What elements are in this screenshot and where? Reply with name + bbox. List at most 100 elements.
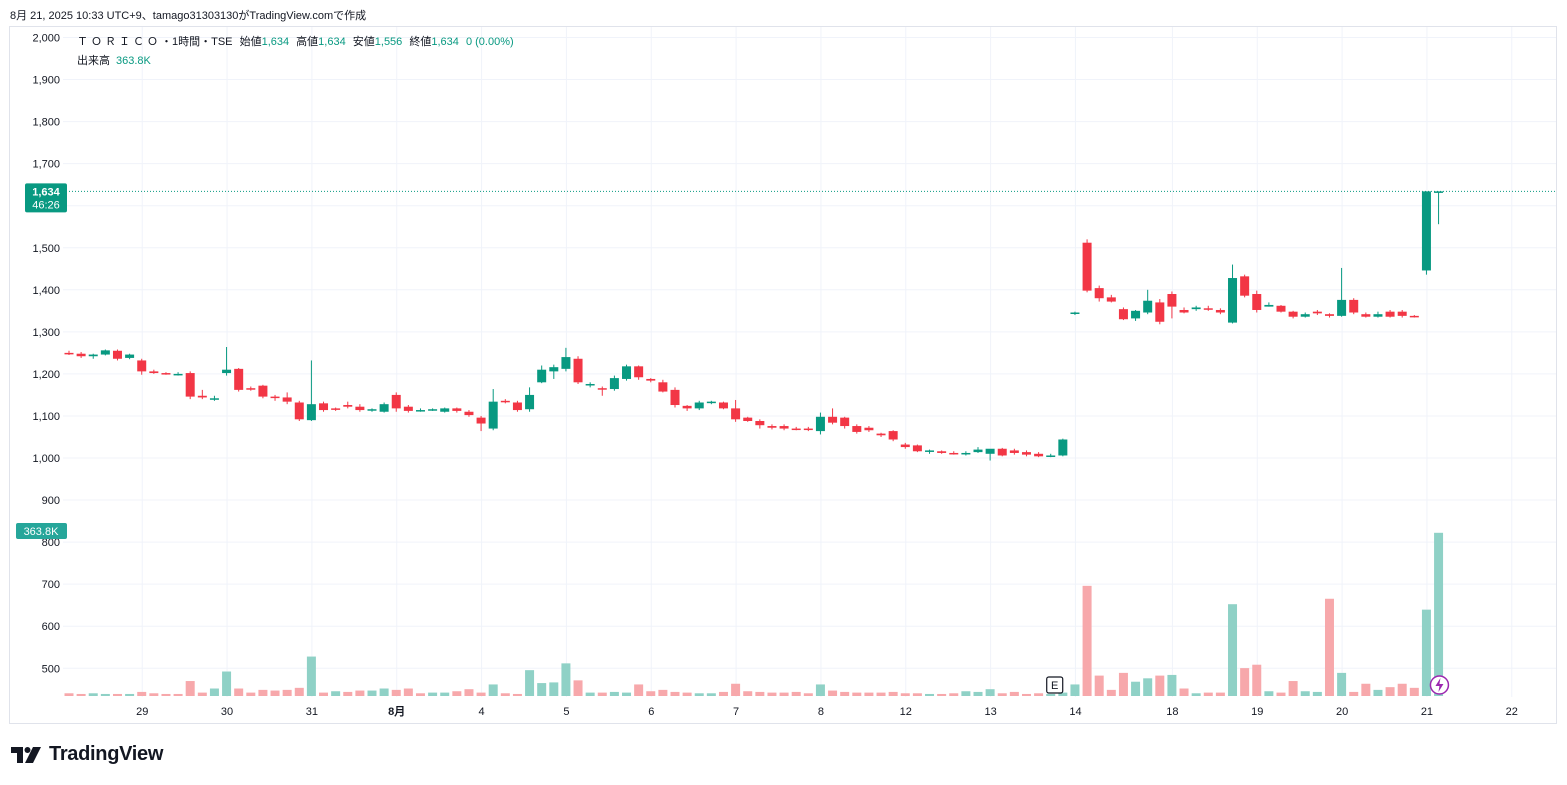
volume-bar (646, 691, 656, 696)
candle-body (706, 401, 716, 404)
candle-body (1421, 191, 1431, 271)
volume-bar (209, 688, 219, 696)
volume-bar (525, 670, 535, 696)
y-tick-label: 1,200 (32, 369, 60, 381)
candle-body (949, 452, 959, 455)
volume-bar (234, 688, 244, 696)
y-tick-label: 1,700 (32, 159, 60, 171)
volume-bar (912, 693, 922, 696)
volume-bar (1179, 688, 1189, 696)
volume-bar (1118, 672, 1128, 696)
volume-bar (379, 688, 389, 696)
tradingview-logo[interactable]: TradingView (11, 743, 163, 766)
volume-bar (1421, 609, 1431, 696)
volume-bar (840, 691, 850, 696)
candle-body (428, 409, 438, 411)
y-tick-label: 2,000 (32, 33, 60, 45)
candle-body (209, 398, 219, 400)
candle-body (270, 396, 280, 399)
candle-body (367, 409, 377, 411)
candle-body (500, 400, 510, 403)
volume-bar (1058, 692, 1068, 696)
volume-bar (609, 691, 619, 696)
volume-bar (718, 691, 728, 696)
volume-value: 363.8K (116, 55, 151, 67)
candle-body (731, 408, 741, 420)
candle-body (937, 451, 947, 453)
candle-body (1191, 307, 1201, 310)
candle-body (973, 449, 983, 453)
volume-bar (1349, 691, 1359, 696)
volume-bar (767, 692, 777, 696)
candle-body (634, 366, 644, 378)
candle-body (1300, 314, 1310, 317)
y-tick-label: 800 (42, 537, 60, 549)
close-label: 終値 (409, 36, 432, 48)
volume-bar (1082, 585, 1092, 696)
candle-body (1167, 294, 1177, 307)
y-tick-label: 1,000 (32, 453, 60, 465)
x-tick-label: 14 (1069, 706, 1081, 718)
volume-bar (1240, 668, 1250, 696)
candle-body (1179, 309, 1189, 313)
candle-body (173, 373, 183, 376)
volume-bar (428, 692, 438, 696)
chart-frame[interactable] (9, 26, 1557, 724)
candle-body (718, 402, 728, 409)
volume-bar (706, 693, 716, 696)
candle-body (403, 406, 413, 411)
volume-bar (173, 693, 183, 696)
volume-bar (1385, 687, 1395, 696)
candle-body (1397, 311, 1407, 316)
y-tick-label: 1,300 (32, 327, 60, 339)
volume-bar (343, 691, 353, 696)
volume-bar (828, 690, 838, 696)
grid-lines (63, 27, 1556, 697)
symbol-name[interactable]: ＴＯＲＩＣＯ (77, 36, 161, 48)
volume-bar (306, 656, 316, 696)
candle-body (1106, 297, 1116, 302)
volume-bar (76, 693, 86, 696)
candle-body (149, 371, 159, 374)
candle-body (1058, 439, 1068, 456)
candle-body (319, 403, 329, 411)
volume-legend[interactable]: 出来高 363.8K (77, 52, 151, 68)
volume-bar (1312, 691, 1322, 696)
time-axis: 29 30 31 8月 4 5 6 7 8 12 13 14 18 19 20 21 22 (136, 705, 1518, 718)
candle-body (452, 408, 462, 411)
volume-bar (355, 690, 365, 696)
change-value: 0 (0.00%) (465, 36, 514, 48)
y-tick-label: 1,900 (32, 75, 60, 87)
volume-bar (949, 693, 959, 696)
volume-bar (815, 684, 825, 696)
candle-body (185, 373, 195, 397)
volume-bar (573, 680, 583, 696)
x-tick-label: 29 (136, 706, 148, 718)
candle-body (585, 383, 595, 386)
volume-bar (222, 671, 232, 696)
candle-body (1337, 299, 1347, 316)
candle-body (609, 378, 619, 390)
candle-body (658, 382, 668, 392)
volume-badge (16, 523, 67, 539)
volume-bar (1324, 598, 1334, 696)
candle-body (573, 358, 583, 383)
volume-bar (961, 691, 971, 696)
candle-body (985, 448, 995, 454)
volume-bar (88, 693, 98, 696)
volume-bar (1264, 691, 1274, 696)
candle-body (112, 350, 122, 359)
symbol-legend[interactable]: ＴＯＲＩＣＯ・1時間・TSE 始値1,634 高値1,634 安値1,556 終… (77, 35, 514, 49)
symbol-meta: ・1時間・TSE (161, 36, 233, 48)
candle-body (415, 410, 425, 412)
candlestick-series (64, 191, 1444, 461)
volume-bar (403, 688, 413, 696)
volume-bar (1203, 692, 1213, 696)
volume-bar (197, 692, 207, 696)
x-tick-label: 13 (984, 706, 996, 718)
volume-bar (112, 693, 122, 696)
volume-bar (755, 691, 765, 696)
candle-body (561, 357, 571, 369)
